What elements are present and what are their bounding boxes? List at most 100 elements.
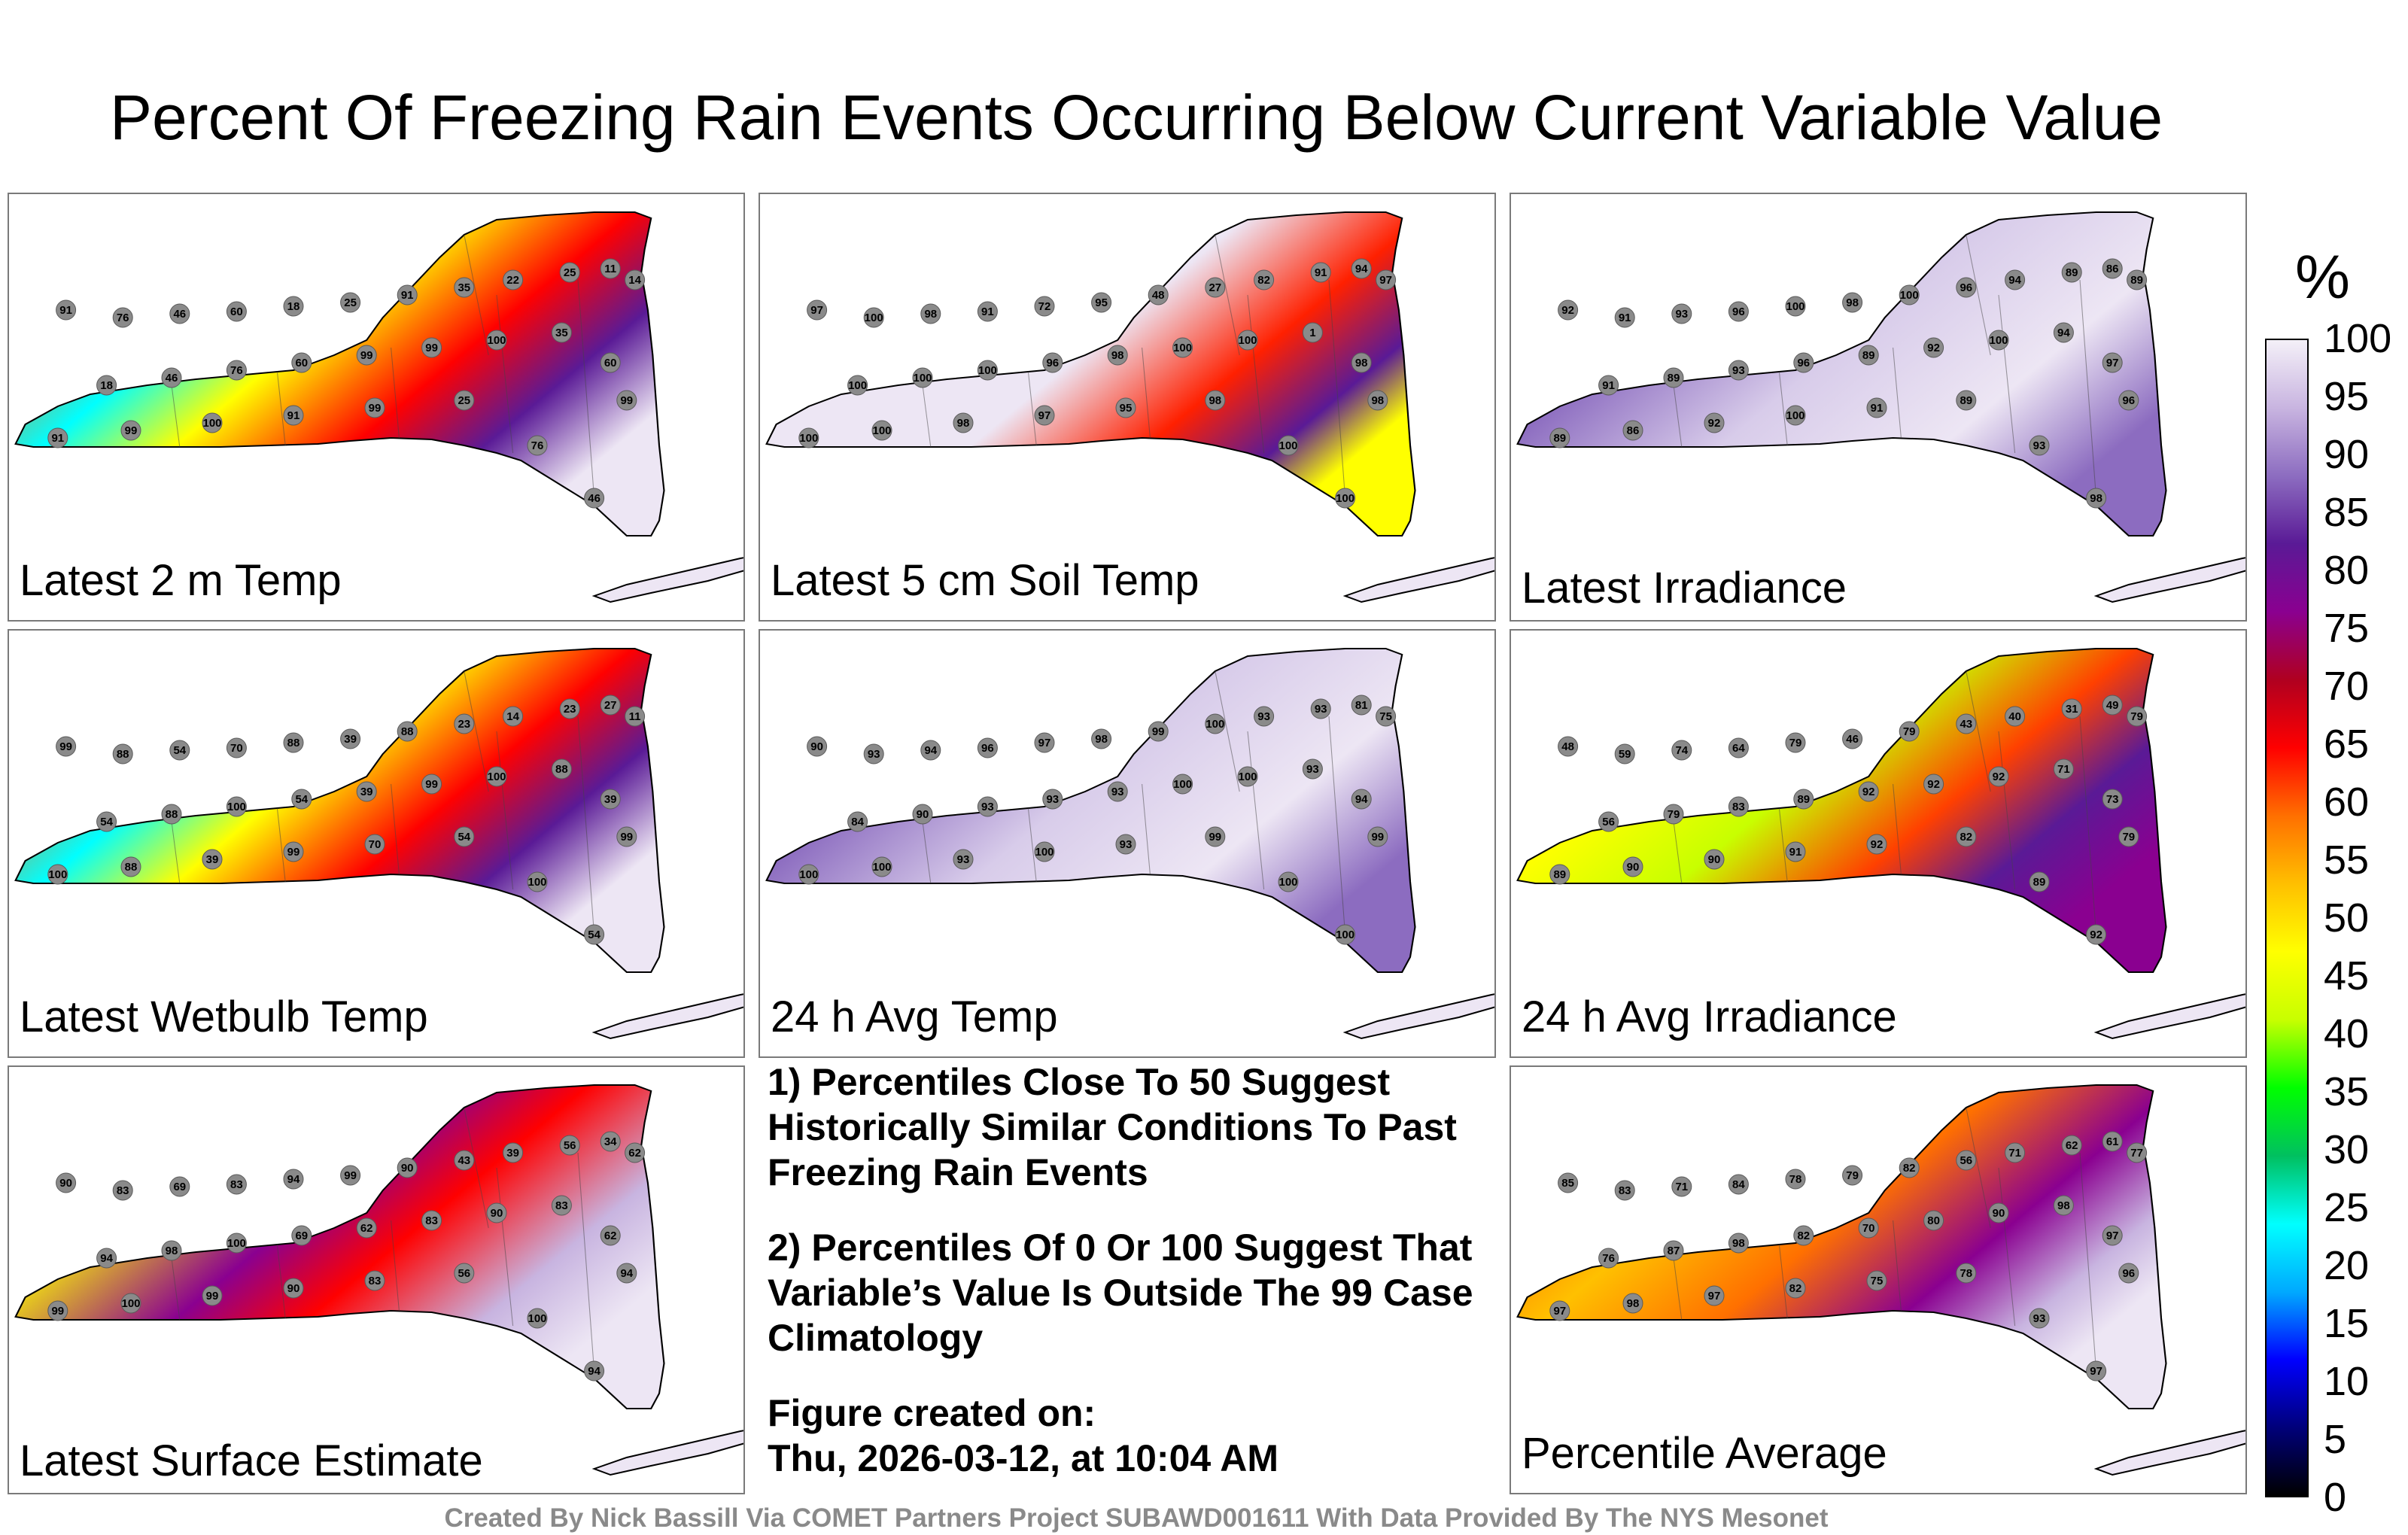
station-value: 97 bbox=[1038, 409, 1051, 422]
station-dot bbox=[1866, 397, 1887, 418]
station-dot bbox=[1899, 284, 1920, 305]
ny-state-shape bbox=[765, 648, 1416, 973]
station-value: 18 bbox=[287, 300, 300, 313]
station-dot bbox=[1663, 1240, 1684, 1261]
ny-state-shape bbox=[14, 1084, 665, 1409]
station-dot bbox=[356, 1217, 377, 1239]
station-value: 62 bbox=[2066, 1139, 2078, 1152]
station-value: 72 bbox=[1038, 300, 1051, 313]
station-dot bbox=[1042, 352, 1063, 373]
station-dot bbox=[2102, 695, 2123, 716]
station-dot bbox=[169, 303, 190, 324]
station-value: 98 bbox=[1355, 357, 1368, 369]
station-value: 14 bbox=[628, 274, 641, 287]
colorbar-unit: % bbox=[2295, 243, 2350, 312]
station-dot bbox=[807, 299, 828, 321]
panel-label: Latest 5 cm Soil Temp bbox=[771, 556, 1199, 605]
station-value: 76 bbox=[531, 439, 544, 452]
station-dot bbox=[1842, 728, 1863, 749]
station-value: 86 bbox=[2106, 263, 2119, 275]
station-value: 82 bbox=[1789, 1282, 1802, 1295]
ny-state-group bbox=[1516, 211, 2245, 603]
station-dot bbox=[2127, 1142, 2148, 1163]
station-dot bbox=[291, 1225, 312, 1246]
station-value: 75 bbox=[1379, 710, 1392, 723]
notes-panel: 1) Percentiles Close To 50 Suggest Histo… bbox=[768, 1059, 1475, 1481]
station-dot bbox=[2102, 1131, 2123, 1152]
ny-state-group bbox=[765, 648, 1494, 1040]
station-dot bbox=[1034, 732, 1055, 753]
ny-state-group bbox=[1516, 648, 2245, 1040]
station-value: 39 bbox=[506, 1147, 519, 1160]
station-dot bbox=[863, 743, 884, 764]
county-line bbox=[496, 1167, 514, 1327]
station-value: 78 bbox=[1789, 1173, 1802, 1186]
station-dot bbox=[625, 706, 646, 727]
colorbar-tick: 10 bbox=[2324, 1359, 2370, 1404]
panel-latest-surface-estimate: 90 83 69 83 94 99 90 43 39 56 34 62 94 98 100 69 62 83 90 8… bbox=[8, 1065, 745, 1494]
station-dot bbox=[503, 269, 524, 290]
station-value: 98 bbox=[1627, 1297, 1640, 1310]
station-dot bbox=[1310, 262, 1331, 283]
station-value: 11 bbox=[604, 263, 616, 275]
station-dot bbox=[920, 303, 941, 324]
station-value: 82 bbox=[1797, 1230, 1810, 1242]
long-island-shape bbox=[1342, 557, 1494, 603]
station-value: 100 bbox=[913, 372, 932, 385]
station-value: 90 bbox=[1627, 861, 1640, 874]
station-value: 100 bbox=[872, 861, 891, 874]
station-dot bbox=[1728, 1233, 1749, 1254]
station-dot bbox=[1663, 367, 1684, 388]
station-value: 99 bbox=[425, 342, 438, 354]
station-dot bbox=[283, 1278, 304, 1299]
station-value: 70 bbox=[230, 742, 243, 755]
station-dot bbox=[1956, 826, 1977, 847]
station-value: 100 bbox=[202, 417, 221, 430]
station-value: 18 bbox=[100, 379, 113, 392]
station-value: 73 bbox=[2106, 793, 2119, 806]
station-value: 92 bbox=[1862, 786, 1875, 798]
station-value: 89 bbox=[1668, 372, 1680, 385]
ny-state-group bbox=[14, 1084, 743, 1476]
station-dot bbox=[1172, 774, 1193, 795]
station-dot bbox=[421, 337, 442, 358]
station-value: 99 bbox=[620, 831, 633, 843]
station-value: 100 bbox=[48, 868, 67, 881]
station-value: 35 bbox=[458, 281, 470, 294]
county-line bbox=[171, 1257, 181, 1321]
station-dot bbox=[1558, 299, 1579, 321]
station-dot bbox=[1310, 698, 1331, 719]
station-value: 80 bbox=[1927, 1214, 1940, 1227]
station-value: 98 bbox=[924, 308, 937, 321]
station-value: 100 bbox=[227, 1237, 246, 1250]
station-value: 93 bbox=[1675, 308, 1688, 321]
station-value: 71 bbox=[2008, 1147, 2021, 1160]
long-island-shape bbox=[591, 993, 743, 1040]
station-dot bbox=[912, 804, 933, 825]
station-value: 100 bbox=[1278, 876, 1297, 889]
station-dot bbox=[340, 728, 361, 749]
colorbar-tick: 80 bbox=[2324, 548, 2370, 593]
county-line bbox=[2079, 1152, 2097, 1372]
colorbar-tick: 90 bbox=[2324, 432, 2370, 477]
station-value: 91 bbox=[401, 289, 414, 302]
county-line bbox=[1142, 347, 1151, 439]
station-value: 94 bbox=[588, 1365, 600, 1378]
station-dot bbox=[96, 811, 117, 832]
station-value: 99 bbox=[425, 778, 438, 791]
county-line bbox=[464, 234, 489, 356]
station-value: 100 bbox=[1336, 492, 1354, 505]
station-value: 93 bbox=[1046, 793, 1059, 806]
station-dot bbox=[1302, 322, 1323, 343]
station-dot bbox=[1558, 736, 1579, 757]
station-value: 78 bbox=[1960, 1267, 1972, 1280]
station-dot bbox=[283, 1169, 304, 1190]
station-value: 92 bbox=[1927, 342, 1940, 354]
station-dot bbox=[56, 1172, 77, 1193]
station-value: 91 bbox=[51, 432, 64, 445]
station-dot bbox=[1842, 292, 1863, 313]
county-line bbox=[464, 670, 489, 792]
station-dot bbox=[1351, 352, 1372, 373]
note-2: 2) Percentiles Of 0 Or 100 Suggest That … bbox=[768, 1226, 1473, 1359]
county-line bbox=[922, 821, 932, 884]
